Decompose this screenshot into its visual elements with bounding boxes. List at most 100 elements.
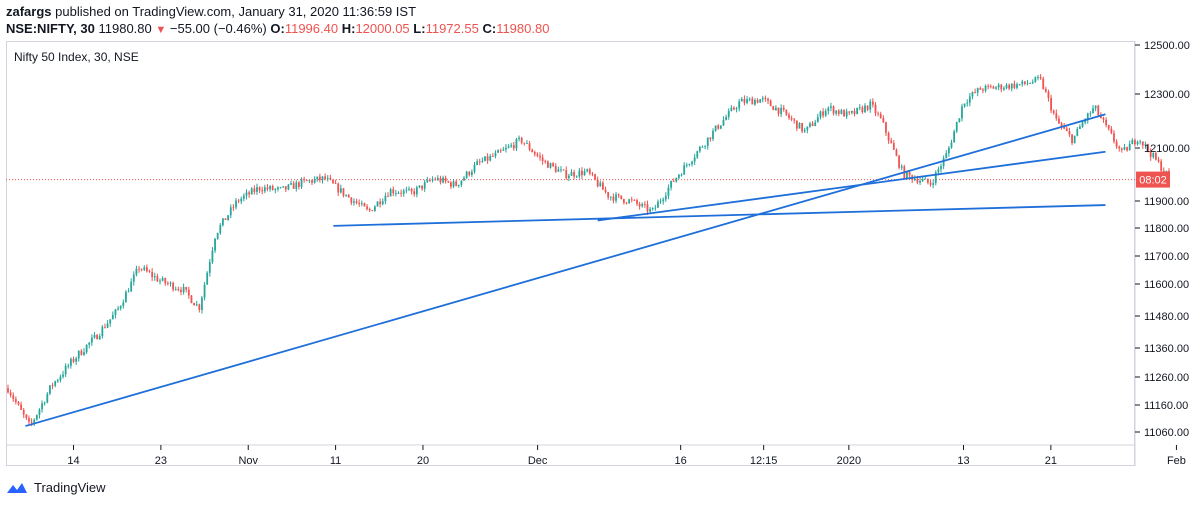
candle-body [62, 374, 64, 377]
candle-body [484, 156, 486, 161]
candle-body [801, 122, 804, 132]
candle-body [397, 192, 400, 194]
candle-body [1147, 144, 1149, 151]
candle-body [25, 414, 28, 419]
candle-body [1071, 134, 1073, 144]
candle-body [657, 201, 659, 208]
candle-body [1089, 113, 1092, 114]
candle-body [1084, 120, 1087, 123]
trendlines[interactable] [25, 113, 1106, 427]
trendline[interactable] [597, 150, 1106, 222]
candle-body [308, 180, 311, 182]
trendline[interactable] [333, 204, 1106, 227]
candle-body [843, 110, 845, 117]
x-tick-label: 21 [1045, 455, 1057, 467]
candle-body [135, 268, 138, 275]
candle-body [185, 287, 188, 290]
candle-body [987, 85, 990, 87]
candle-body [298, 182, 300, 187]
candle-body [649, 208, 651, 212]
candle-body [546, 161, 549, 168]
candle-body [651, 207, 654, 209]
candle-body [201, 297, 203, 310]
time-axis[interactable]: 14 23 Nov 11 20 Dec 16 12:15 2020 13 21 Feb [67, 445, 1186, 467]
candle-body [161, 278, 164, 281]
candle-body [282, 186, 285, 188]
candle-body [1063, 126, 1066, 129]
candle-body [594, 174, 596, 180]
candle-body [756, 100, 759, 103]
candle-body [98, 335, 101, 340]
candle-body [874, 104, 877, 114]
candle-body [788, 114, 790, 119]
candle-body [934, 172, 937, 184]
x-tick-label: Dec [528, 455, 548, 467]
candle-body [332, 179, 334, 184]
candle-body [277, 187, 279, 190]
candle-body [971, 92, 974, 97]
candle-body [214, 238, 216, 251]
y-tick-label: 12500.00 [1144, 40, 1190, 52]
chart-legend: Nifty 50 Index, 30, NSE [14, 50, 139, 64]
candle-body [814, 122, 817, 126]
candle-body [292, 183, 295, 189]
candle-body [415, 187, 418, 195]
candle-body [261, 190, 264, 192]
price-axis[interactable]: 12500.00 12300.00 12100.00 11900.00 11800.00… [1135, 40, 1190, 439]
candle-body [51, 385, 54, 387]
candle-body [457, 184, 460, 186]
candle-body [489, 155, 492, 161]
candle-body [1013, 83, 1016, 88]
candle-body [798, 122, 801, 129]
candle-body [227, 215, 230, 220]
candle-body [617, 194, 620, 196]
price-chart[interactable]: 12500.00 12300.00 12100.00 11900.00 11800.00… [0, 0, 1200, 480]
candle-body [172, 282, 175, 290]
candle-body [1136, 141, 1139, 145]
candle-body [426, 179, 429, 183]
candle-body [806, 126, 809, 131]
candle-body [1050, 97, 1052, 111]
candle-body [982, 89, 984, 91]
candle-body [974, 92, 976, 93]
candle-body [75, 358, 78, 362]
candle-body [698, 146, 701, 152]
candle-body [633, 199, 636, 201]
candle-body [316, 176, 319, 180]
candle-body [389, 189, 392, 197]
candle-body [258, 187, 261, 191]
candle-body [607, 192, 610, 198]
candle-body [138, 268, 140, 270]
candle-body [774, 107, 777, 111]
candle-body [324, 176, 327, 179]
candle-body [195, 304, 198, 306]
candle-body [672, 180, 675, 182]
candle-body [586, 169, 589, 172]
candle-body [777, 107, 780, 114]
author-name[interactable]: zafargs [6, 4, 52, 19]
candle-body [588, 169, 591, 174]
candle-body [803, 130, 806, 132]
tradingview-logo-icon[interactable] [6, 481, 28, 495]
candle-body [523, 142, 526, 144]
candle-body [491, 155, 494, 157]
candle-body [719, 125, 722, 129]
trendline[interactable] [25, 113, 1106, 427]
candle-body [1005, 84, 1008, 89]
candle-body [384, 195, 387, 202]
candle-body [554, 166, 557, 172]
candle-body [355, 201, 358, 203]
candle-body [279, 187, 282, 189]
candle-body [879, 113, 882, 119]
candle-body [809, 123, 811, 127]
candle-body [311, 180, 313, 183]
candle-body [497, 150, 499, 153]
candle-body [539, 155, 541, 158]
candle-body [927, 178, 929, 183]
candle-body [664, 195, 667, 200]
candle-body [49, 385, 51, 394]
candle-body [148, 271, 151, 273]
brand-name[interactable]: TradingView [34, 480, 106, 495]
x-tick-label: 23 [155, 455, 167, 467]
candle-body [232, 207, 235, 209]
